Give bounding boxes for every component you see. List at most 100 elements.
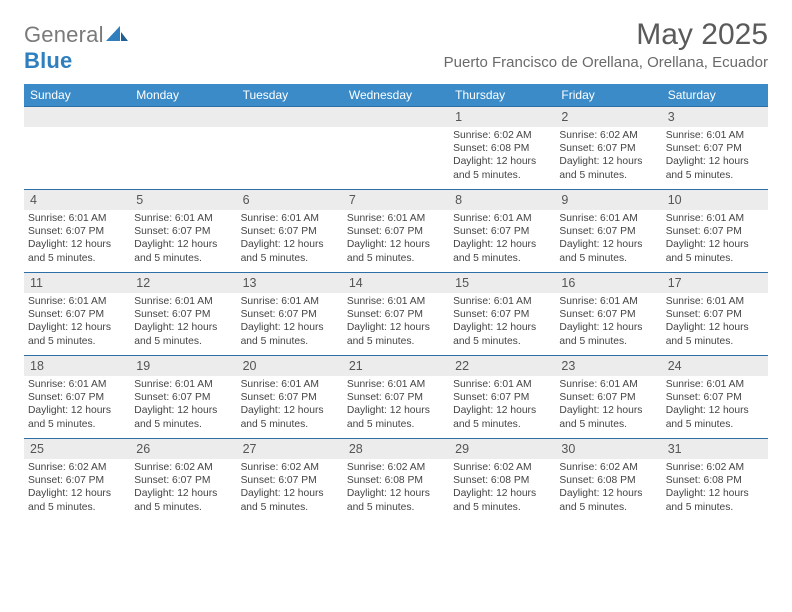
day-number: 13 — [237, 273, 343, 293]
daylight-text: Daylight: 12 hours and 5 minutes. — [28, 238, 126, 264]
daynum-strip: 25 26 27 28 29 30 31 — [24, 439, 768, 459]
day-cell: Sunrise: 6:02 AMSunset: 6:07 PMDaylight:… — [24, 459, 130, 521]
dow-sunday: Sunday — [24, 84, 130, 106]
day-number: 15 — [449, 273, 555, 293]
sunset-text: Sunset: 6:07 PM — [134, 474, 232, 487]
daylight-text: Daylight: 12 hours and 5 minutes. — [134, 238, 232, 264]
day-cell: Sunrise: 6:01 AMSunset: 6:07 PMDaylight:… — [662, 293, 768, 355]
body-row: Sunrise: 6:02 AMSunset: 6:07 PMDaylight:… — [24, 459, 768, 521]
daylight-text: Daylight: 12 hours and 5 minutes. — [347, 404, 445, 430]
sunrise-text: Sunrise: 6:01 AM — [559, 378, 657, 391]
day-cell: Sunrise: 6:01 AMSunset: 6:07 PMDaylight:… — [130, 293, 236, 355]
daylight-text: Daylight: 12 hours and 5 minutes. — [347, 487, 445, 513]
daylight-text: Daylight: 12 hours and 5 minutes. — [347, 238, 445, 264]
sunset-text: Sunset: 6:07 PM — [559, 308, 657, 321]
body-row: Sunrise: 6:01 AMSunset: 6:07 PMDaylight:… — [24, 293, 768, 355]
dow-saturday: Saturday — [662, 84, 768, 106]
sunrise-text: Sunrise: 6:01 AM — [559, 212, 657, 225]
day-cell: Sunrise: 6:01 AMSunset: 6:07 PMDaylight:… — [130, 210, 236, 272]
day-number: 9 — [555, 190, 661, 210]
day-number: 31 — [662, 439, 768, 459]
sunrise-text: Sunrise: 6:01 AM — [666, 212, 764, 225]
sunrise-text: Sunrise: 6:01 AM — [347, 378, 445, 391]
sunrise-text: Sunrise: 6:02 AM — [666, 461, 764, 474]
daynum-strip: 4 5 6 7 8 9 10 — [24, 190, 768, 210]
day-cell: Sunrise: 6:01 AMSunset: 6:07 PMDaylight:… — [449, 376, 555, 438]
day-cell: Sunrise: 6:02 AMSunset: 6:08 PMDaylight:… — [449, 459, 555, 521]
week-row: 25 26 27 28 29 30 31 Sunrise: 6:02 AMSun… — [24, 438, 768, 521]
sunrise-text: Sunrise: 6:01 AM — [666, 378, 764, 391]
day-cell: Sunrise: 6:01 AMSunset: 6:07 PMDaylight:… — [555, 210, 661, 272]
dow-friday: Friday — [555, 84, 661, 106]
day-number: 23 — [555, 356, 661, 376]
daylight-text: Daylight: 12 hours and 5 minutes. — [666, 155, 764, 181]
sunset-text: Sunset: 6:07 PM — [241, 225, 339, 238]
day-cell — [130, 127, 236, 189]
daylight-text: Daylight: 12 hours and 5 minutes. — [453, 238, 551, 264]
daylight-text: Daylight: 12 hours and 5 minutes. — [134, 487, 232, 513]
day-number: 5 — [130, 190, 236, 210]
daylight-text: Daylight: 12 hours and 5 minutes. — [666, 404, 764, 430]
daylight-text: Daylight: 12 hours and 5 minutes. — [666, 321, 764, 347]
sunrise-text: Sunrise: 6:01 AM — [453, 212, 551, 225]
day-number: 22 — [449, 356, 555, 376]
day-cell: Sunrise: 6:01 AMSunset: 6:07 PMDaylight:… — [343, 210, 449, 272]
daylight-text: Daylight: 12 hours and 5 minutes. — [241, 238, 339, 264]
day-number: 16 — [555, 273, 661, 293]
location-subtitle: Puerto Francisco de Orellana, Orellana, … — [444, 54, 768, 71]
day-cell: Sunrise: 6:01 AMSunset: 6:07 PMDaylight:… — [237, 293, 343, 355]
sunrise-text: Sunrise: 6:01 AM — [134, 295, 232, 308]
day-number — [24, 107, 130, 127]
day-number: 21 — [343, 356, 449, 376]
sunset-text: Sunset: 6:07 PM — [28, 225, 126, 238]
sunrise-text: Sunrise: 6:01 AM — [241, 378, 339, 391]
daylight-text: Daylight: 12 hours and 5 minutes. — [28, 321, 126, 347]
day-cell — [24, 127, 130, 189]
sunrise-text: Sunrise: 6:01 AM — [241, 295, 339, 308]
body-row: Sunrise: 6:02 AMSunset: 6:08 PMDaylight:… — [24, 127, 768, 189]
day-number: 14 — [343, 273, 449, 293]
sunrise-text: Sunrise: 6:02 AM — [453, 461, 551, 474]
daylight-text: Daylight: 12 hours and 5 minutes. — [241, 321, 339, 347]
daylight-text: Daylight: 12 hours and 5 minutes. — [559, 404, 657, 430]
day-cell: Sunrise: 6:01 AMSunset: 6:07 PMDaylight:… — [24, 210, 130, 272]
dow-thursday: Thursday — [449, 84, 555, 106]
day-number: 20 — [237, 356, 343, 376]
day-number: 29 — [449, 439, 555, 459]
sunrise-text: Sunrise: 6:01 AM — [453, 378, 551, 391]
sunset-text: Sunset: 6:07 PM — [28, 391, 126, 404]
day-number: 28 — [343, 439, 449, 459]
day-cell: Sunrise: 6:01 AMSunset: 6:07 PMDaylight:… — [24, 376, 130, 438]
sunset-text: Sunset: 6:07 PM — [559, 142, 657, 155]
day-number: 1 — [449, 107, 555, 127]
calendar-page: General Blue May 2025 Puerto Francisco d… — [0, 0, 792, 521]
day-cell: Sunrise: 6:01 AMSunset: 6:07 PMDaylight:… — [662, 210, 768, 272]
daynum-strip: 11 12 13 14 15 16 17 — [24, 273, 768, 293]
dow-monday: Monday — [130, 84, 236, 106]
sunrise-text: Sunrise: 6:01 AM — [28, 212, 126, 225]
sunset-text: Sunset: 6:07 PM — [666, 225, 764, 238]
sunrise-text: Sunrise: 6:01 AM — [241, 212, 339, 225]
daylight-text: Daylight: 12 hours and 5 minutes. — [453, 487, 551, 513]
day-cell: Sunrise: 6:02 AMSunset: 6:07 PMDaylight:… — [130, 459, 236, 521]
sunset-text: Sunset: 6:07 PM — [453, 308, 551, 321]
day-cell: Sunrise: 6:01 AMSunset: 6:07 PMDaylight:… — [130, 376, 236, 438]
day-number: 4 — [24, 190, 130, 210]
week-row: 4 5 6 7 8 9 10 Sunrise: 6:01 AMSunset: 6… — [24, 189, 768, 272]
day-cell: Sunrise: 6:02 AMSunset: 6:08 PMDaylight:… — [449, 127, 555, 189]
brand-word1: General — [24, 22, 104, 47]
day-cell: Sunrise: 6:02 AMSunset: 6:08 PMDaylight:… — [555, 459, 661, 521]
sunset-text: Sunset: 6:08 PM — [453, 474, 551, 487]
day-number — [130, 107, 236, 127]
sunrise-text: Sunrise: 6:01 AM — [559, 295, 657, 308]
sunset-text: Sunset: 6:07 PM — [666, 142, 764, 155]
daylight-text: Daylight: 12 hours and 5 minutes. — [559, 321, 657, 347]
day-number: 2 — [555, 107, 661, 127]
day-number: 10 — [662, 190, 768, 210]
sunset-text: Sunset: 6:07 PM — [666, 391, 764, 404]
sunset-text: Sunset: 6:07 PM — [453, 391, 551, 404]
daylight-text: Daylight: 12 hours and 5 minutes. — [241, 487, 339, 513]
sunset-text: Sunset: 6:07 PM — [28, 308, 126, 321]
dow-header-row: Sunday Monday Tuesday Wednesday Thursday… — [24, 84, 768, 106]
sunrise-text: Sunrise: 6:02 AM — [347, 461, 445, 474]
